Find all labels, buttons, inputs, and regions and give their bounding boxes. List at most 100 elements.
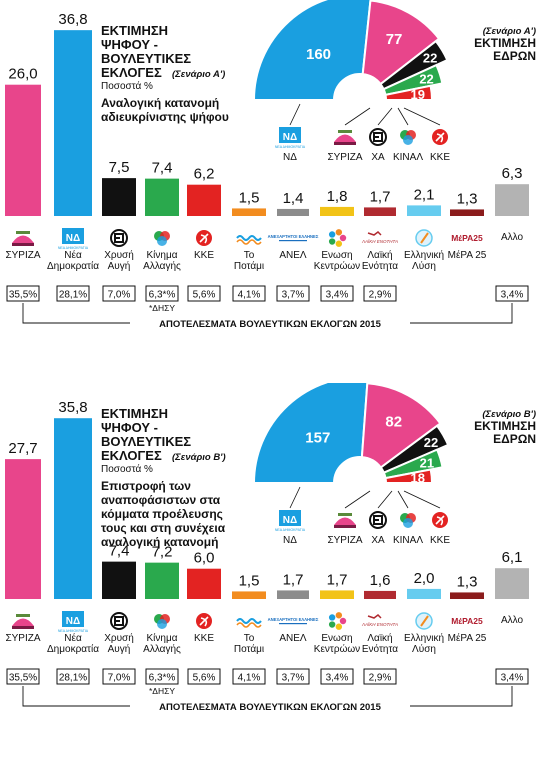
kke-logo-icon [432, 129, 448, 145]
party-label-line: Κίνημα [147, 632, 178, 644]
panel-title-line: ΨΗΦΟΥ - [101, 37, 158, 52]
party-label-line: Κεντρώων [314, 260, 360, 272]
panel-title: ΕΚΤΙΜΗΣΗ ΨΗΦΟΥ -ΒΟΥΛΕΥΤΙΚΕΣ ΕΚΛΟΓΕΣ [101, 406, 191, 463]
nd-logo-subtext: ΝΕΑ ΔΗΜΟΚΡΑΤΙΑ [58, 629, 89, 633]
seat-leader-line [397, 107, 409, 126]
el-logo-arrow [420, 615, 429, 627]
seat-legend-label: ΧΑ [371, 535, 385, 546]
nd-logo-subtext: ΝΕΑ ΔΗΜΟΚΡΑΤΙΑ [275, 145, 306, 149]
party-label: Αλλο [501, 232, 524, 243]
seat-legend-label: ΧΑ [371, 152, 385, 163]
bar-value-label: 7,2 [152, 544, 173, 561]
bar-kke [187, 184, 221, 216]
party-label: ΑΝΕΛ [279, 250, 307, 261]
panel-note-line: αναποφάσιστων στα [101, 493, 221, 507]
seat-slice-kke [384, 84, 434, 101]
enosi-logo-petal [339, 234, 347, 242]
nd-logo-text: ΝΔ [66, 616, 80, 627]
panel-unit: Ποσοστά % [101, 80, 153, 92]
party-label-line: Το [244, 250, 255, 261]
le-logo-icon: ΛΑΪΚΗ ΕΝΟΤΗΤΑ [361, 231, 398, 244]
result-box [6, 668, 40, 685]
kke-logo-icon [196, 230, 212, 246]
anel-logo-text: ΑΝΕΞΑΡΤΗΤΟΙ ΕΛΛΗΝΕΣ [268, 617, 319, 622]
seat-leader-line [377, 490, 393, 509]
result-value: 35,5% [9, 673, 37, 684]
syriza-logo-icon [12, 614, 34, 629]
enosi-logo-petal [335, 229, 343, 236]
results-caption-bg [130, 699, 410, 712]
kke-logo-hammer-sickle [435, 515, 445, 526]
panel-svg: 27,7 35,8 7,4 7,2 6,0 1,5 1,7 1,7 1,6 2,0 1,3 6,1 ΕΚ… [5, 376, 536, 713]
bar-enosi [320, 206, 354, 216]
result-value: 3,7% [282, 673, 305, 684]
seat-leader-line [403, 107, 441, 126]
result-box [363, 668, 397, 685]
panel-scenario-a: 26,0 36,8 7,5 7,4 6,2 1,5 1,4 1,8 1,7 2,1 1,3 6,3 ΕΚ… [0, 0, 544, 383]
seat-leader-line [377, 107, 393, 126]
bar-value-label: 6,1 [502, 549, 523, 566]
seat-value-label: 157 [305, 430, 330, 447]
party-label: ΜέΡΑ 25 [448, 632, 487, 644]
panel-title-line: ΕΚΛΟΓΕΣ [101, 65, 162, 80]
bar-value-label: 7,4 [109, 543, 130, 560]
party-label-line: Αλλαγής [143, 643, 181, 655]
result-value: 5,6% [193, 290, 216, 301]
syriza-logo-stripe [16, 231, 30, 234]
panel-note-line: τους και στη συνέχεια [101, 521, 226, 535]
kke-logo-hammer-sickle [199, 233, 209, 244]
seat-legend-label: ΚΚΕ [430, 535, 450, 546]
party-label-line: ΑΝΕΛ [279, 633, 307, 644]
xa-logo-icon [110, 229, 128, 247]
seats-title-line: ΕΔΡΩΝ [493, 49, 536, 63]
kinal-logo-blue [157, 236, 167, 246]
party-label: ΚΚΕ [194, 633, 214, 644]
xa-logo-icon [369, 128, 387, 146]
kinal-logo-blue [403, 135, 413, 145]
bar-nd [54, 30, 92, 216]
nd-logo-box [62, 228, 84, 244]
seat-legend-label: ΣΥΡΙΖΑ [327, 152, 362, 163]
nd-logo-icon: ΝΔ ΝΕΑ ΔΗΜΟΚΡΑΤΙΑ [275, 510, 306, 532]
result-box [187, 668, 221, 685]
result-value: 4,1% [238, 673, 261, 684]
enosi-logo-petal [335, 240, 343, 247]
el-logo-arrow [420, 232, 429, 244]
panel-title-line: ΕΚΤΙΜΗΣΗ [101, 23, 168, 38]
party-label-line: ΜέΡΑ 25 [448, 632, 487, 644]
bar-value-label: 6,3 [502, 165, 523, 182]
party-label-line: Το [244, 633, 255, 644]
bar-value-label: 1,3 [457, 190, 478, 207]
party-label-line: Ελληνική [404, 632, 444, 644]
seats-scenario: (Σενάριο Α') [483, 26, 536, 37]
bar-el [407, 205, 441, 216]
seat-value-label: 22 [423, 51, 437, 66]
bar-mera25 [450, 209, 484, 216]
seat-value-label: 19 [410, 87, 424, 102]
party-label-line: ΜέΡΑ 25 [448, 249, 487, 261]
mera25-logo-icon: ΜέΡΑ25 [451, 616, 483, 626]
bar-mera25 [450, 592, 484, 599]
party-label-line: ΚΚΕ [194, 250, 214, 261]
result-value: 7,0% [108, 673, 131, 684]
syriza-logo-shape [12, 235, 34, 243]
result-value: 35,5% [9, 290, 37, 301]
el-logo-icon [415, 612, 433, 630]
party-label-line: ΚΚΕ [194, 633, 214, 644]
bar-potami [232, 591, 266, 599]
panel-note-line: κόμματα προέλευσης [101, 507, 223, 521]
kke-logo-icon [432, 512, 448, 528]
panel-note-line: αναλογική κατανομή [101, 535, 218, 549]
nd-logo-text: ΝΔ [283, 515, 297, 526]
nd-logo-subtext: ΝΕΑ ΔΗΜΟΚΡΑΤΙΑ [58, 246, 89, 250]
seat-slice-kke [384, 468, 434, 484]
